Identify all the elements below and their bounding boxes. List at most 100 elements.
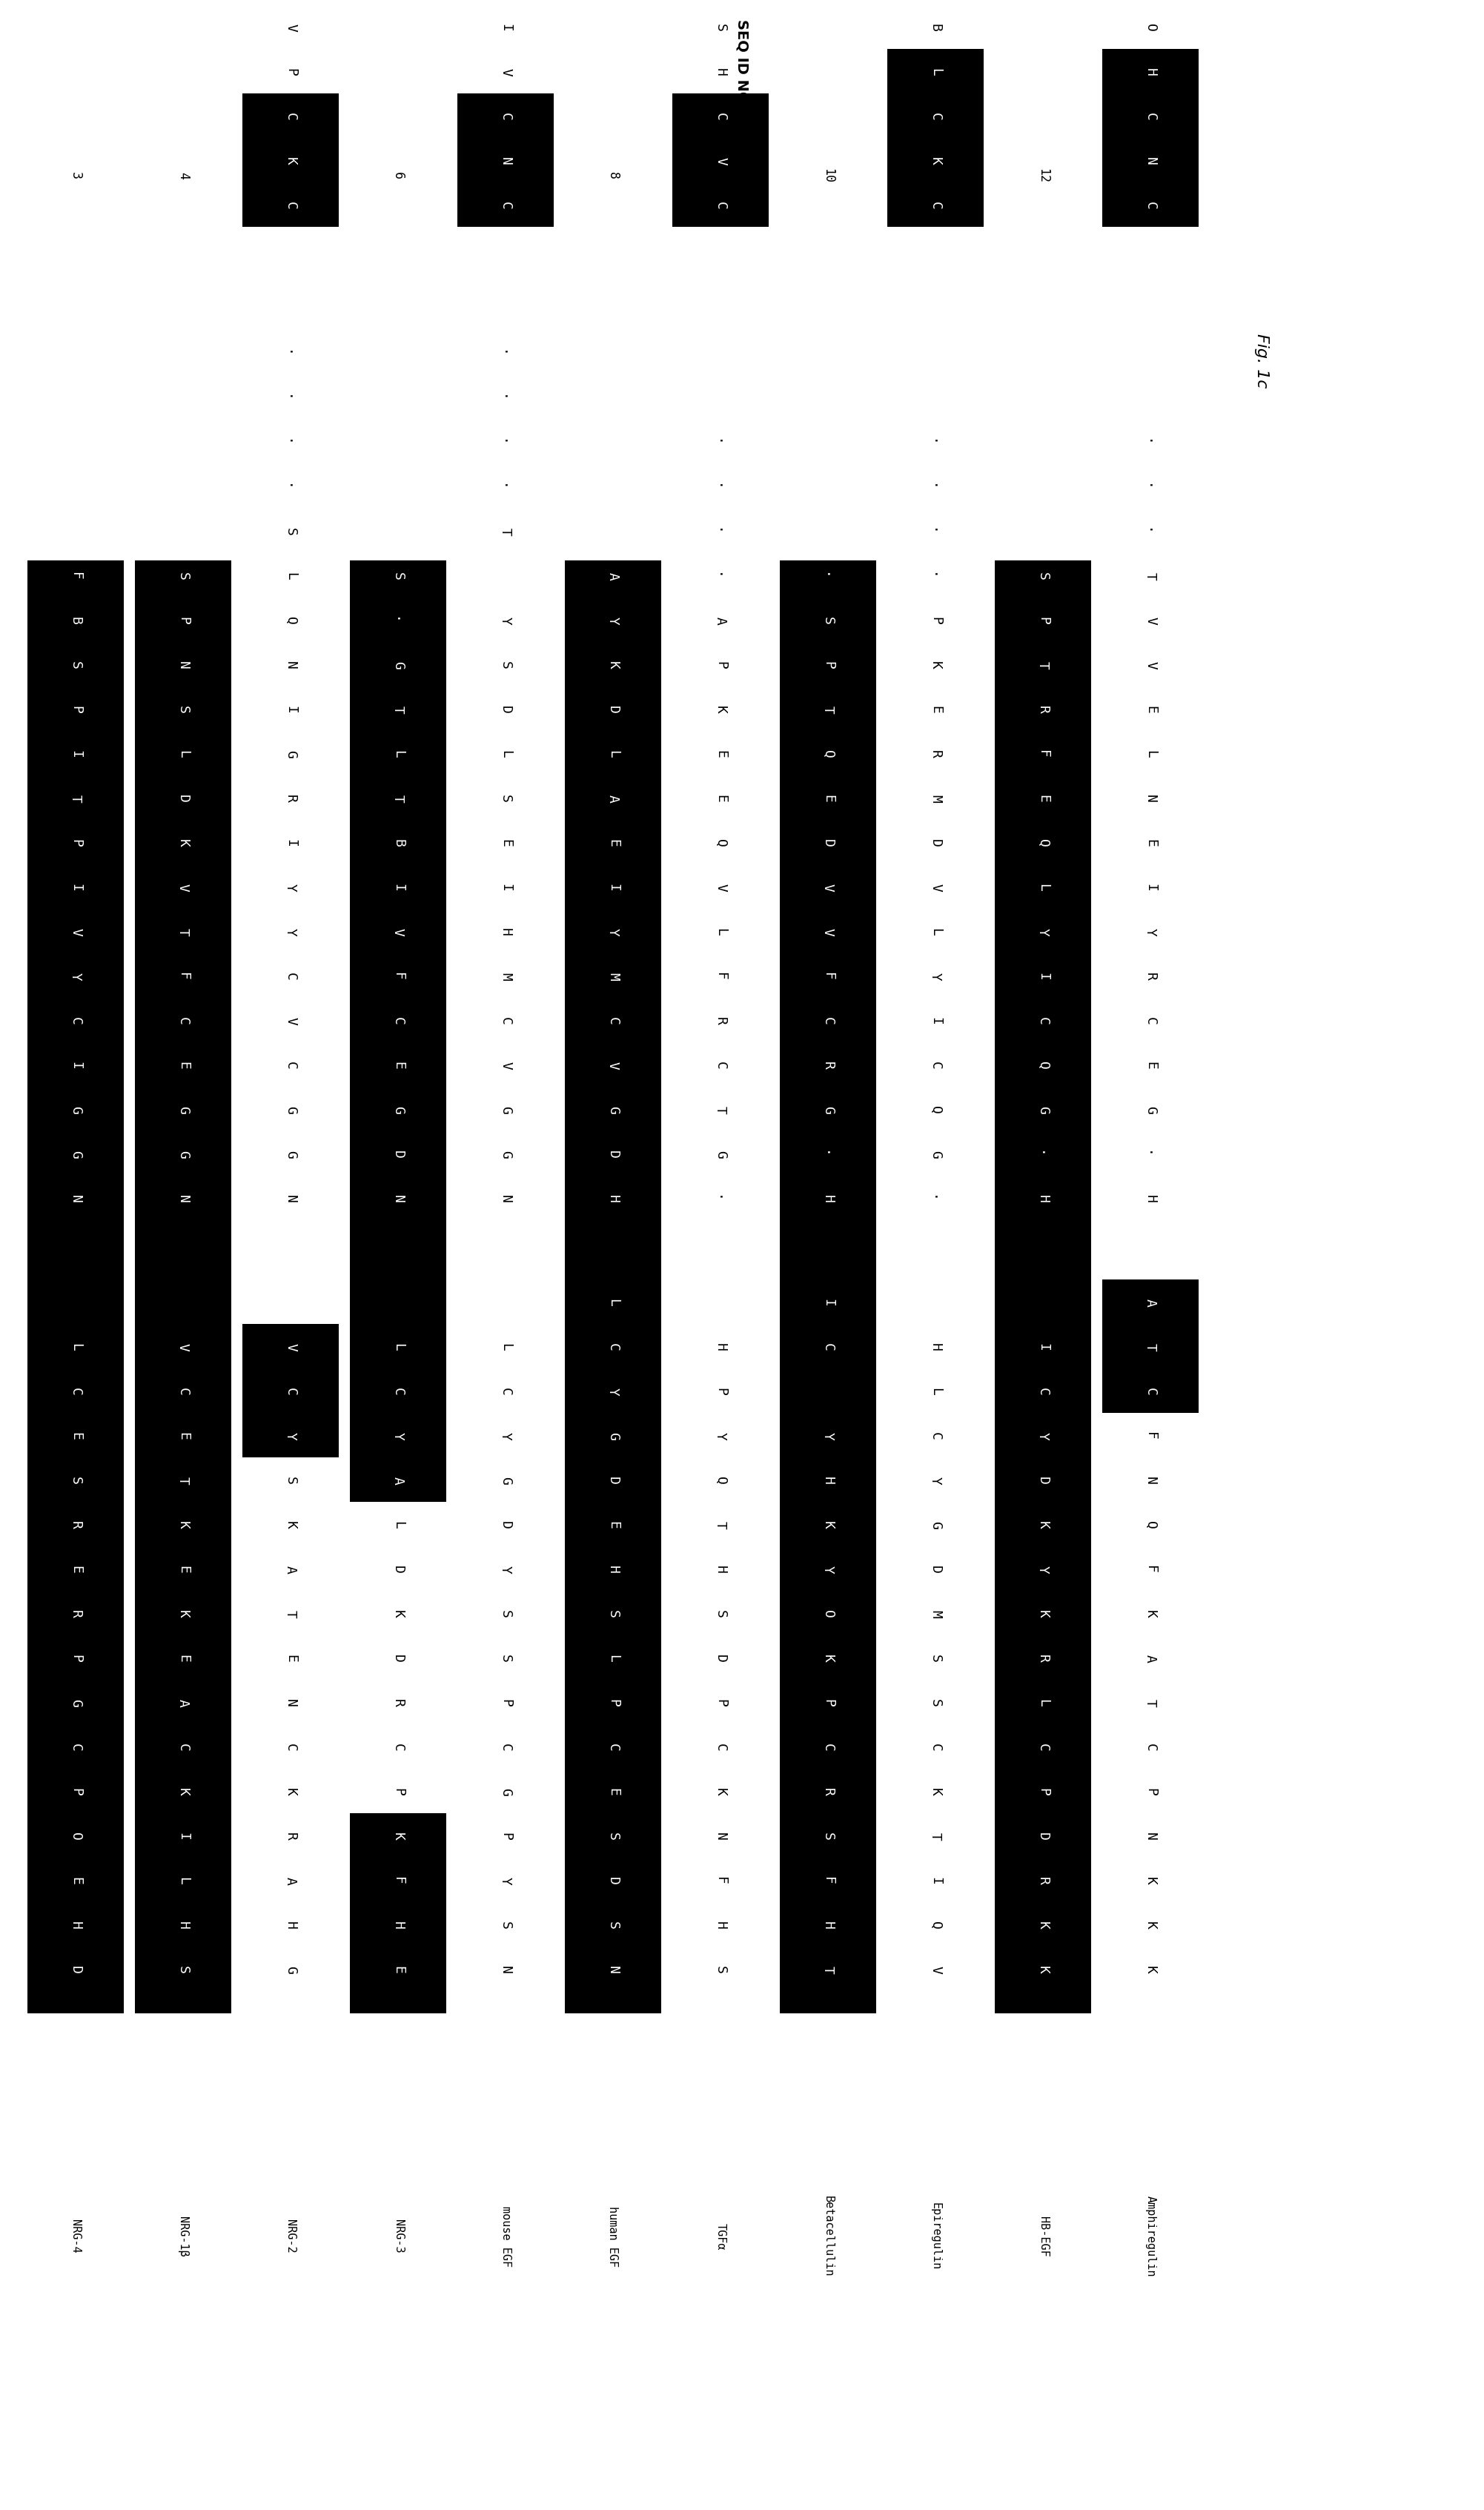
Text: Y: Y <box>392 1431 405 1438</box>
Bar <box>242 93 338 138</box>
Text: N: N <box>283 1699 297 1707</box>
Text: N: N <box>177 1195 190 1202</box>
Text: E: E <box>177 1431 190 1438</box>
Text: K: K <box>821 1521 834 1529</box>
Bar <box>565 562 662 2013</box>
Bar <box>672 93 769 138</box>
Text: I: I <box>68 750 82 758</box>
Text: Y: Y <box>821 1431 834 1438</box>
Bar <box>672 138 769 183</box>
Text: .: . <box>821 527 834 535</box>
Text: .: . <box>68 527 82 535</box>
Text: S: S <box>68 1476 82 1483</box>
Text: H: H <box>283 1920 297 1928</box>
Text: C: C <box>1144 1017 1158 1024</box>
Text: .: . <box>499 439 512 447</box>
Text: N: N <box>392 1195 405 1202</box>
Text: .: . <box>929 572 942 580</box>
Text: T: T <box>929 1832 942 1840</box>
Text: H: H <box>392 527 405 535</box>
Text: K: K <box>1144 1965 1158 1973</box>
Text: B: B <box>392 838 405 846</box>
Text: A: A <box>1144 1654 1158 1662</box>
Text: P: P <box>68 838 82 846</box>
Text: C: C <box>714 201 727 208</box>
Text: D: D <box>392 1564 405 1574</box>
Text: R: R <box>821 1787 834 1795</box>
Text: Y: Y <box>607 1388 620 1396</box>
Text: D: D <box>607 1875 620 1885</box>
Text: P: P <box>714 1388 727 1396</box>
Text: N: N <box>1144 156 1158 166</box>
Text: A: A <box>607 793 620 803</box>
Text: L: L <box>499 750 512 758</box>
Text: K: K <box>1144 1609 1158 1616</box>
Text: mouse EGF: mouse EGF <box>500 2206 510 2267</box>
Text: L: L <box>1036 68 1049 75</box>
Text: C: C <box>283 201 297 208</box>
Text: .: . <box>714 1195 727 1202</box>
Text: T: T <box>821 1965 834 1973</box>
Text: S: S <box>499 793 512 803</box>
Text: T: T <box>1036 660 1049 668</box>
Text: E: E <box>68 1564 82 1574</box>
Text: E: E <box>929 705 942 713</box>
Bar <box>242 1413 338 1458</box>
Text: C: C <box>1144 113 1158 120</box>
Text: H: H <box>177 1920 190 1928</box>
Text: E: E <box>1144 838 1158 846</box>
Text: L: L <box>714 929 727 936</box>
Bar <box>672 562 769 2013</box>
Text: .: . <box>929 482 942 492</box>
Text: G: G <box>283 1104 297 1114</box>
Text: .: . <box>1036 482 1049 492</box>
Text: C: C <box>929 113 942 120</box>
Text: K: K <box>283 1521 297 1529</box>
Text: O: O <box>821 1609 834 1616</box>
Text: L: L <box>929 68 942 75</box>
Text: C: C <box>283 971 297 979</box>
Text: .: . <box>499 349 512 356</box>
Text: K: K <box>929 1787 942 1795</box>
Text: Q: Q <box>821 750 834 758</box>
Text: G: G <box>607 1431 620 1438</box>
Bar <box>887 93 984 138</box>
Bar <box>1103 50 1199 93</box>
Text: C: C <box>1036 113 1049 120</box>
Text: C: C <box>68 113 82 120</box>
Text: C: C <box>821 201 834 208</box>
Text: I: I <box>821 1298 834 1305</box>
Text: E: E <box>283 1654 297 1662</box>
Text: H: H <box>68 1920 82 1928</box>
Text: S: S <box>714 1609 727 1616</box>
Text: I: I <box>392 884 405 891</box>
Text: P: P <box>929 617 942 625</box>
Text: P: P <box>499 1699 512 1707</box>
Text: .: . <box>283 482 297 492</box>
Text: E: E <box>821 68 834 75</box>
Text: E: E <box>1036 793 1049 803</box>
Text: H: H <box>607 1564 620 1574</box>
Text: S: S <box>714 23 727 33</box>
Text: .: . <box>929 1195 942 1202</box>
Text: M: M <box>499 971 512 979</box>
Text: C: C <box>68 1388 82 1396</box>
Text: .: . <box>1144 482 1158 492</box>
Text: S: S <box>607 1832 620 1840</box>
Text: L: L <box>607 750 620 758</box>
Text: I: I <box>929 1017 942 1024</box>
Text: T: T <box>821 705 834 713</box>
Text: G: G <box>283 1965 297 1973</box>
Text: N: N <box>177 660 190 668</box>
Text: .: . <box>821 572 834 580</box>
Text: I: I <box>283 705 297 713</box>
Text: 11: 11 <box>929 168 942 183</box>
Text: L: L <box>177 750 190 758</box>
Text: S: S <box>177 572 190 580</box>
Text: F: F <box>1036 750 1049 758</box>
Text: G: G <box>714 1150 727 1157</box>
Text: K: K <box>1144 1875 1158 1885</box>
Text: V: V <box>1144 660 1158 668</box>
Bar <box>457 93 554 138</box>
Text: V: V <box>392 23 405 33</box>
